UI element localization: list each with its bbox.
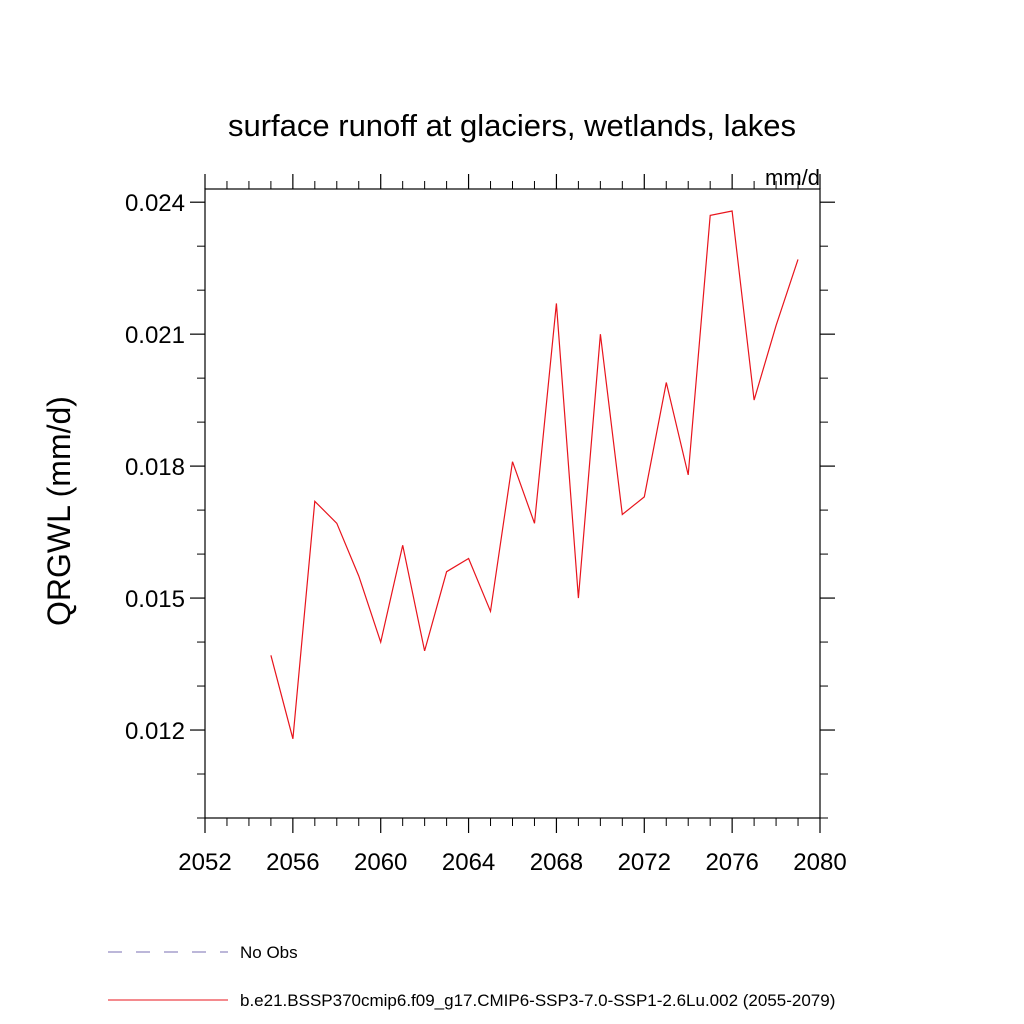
y-tick-label: 0.012 — [125, 718, 185, 745]
x-tick-label: 2064 — [442, 849, 495, 876]
x-tick-label: 2072 — [618, 849, 671, 876]
y-tick-label: 0.024 — [125, 190, 185, 217]
y-axis-label: QRGWL (mm/d) — [41, 396, 77, 626]
legend-label-1: b.e21.BSSP370cmip6.f09_g17.CMIP6-SSP3-7.… — [240, 991, 835, 1010]
x-tick-label: 2060 — [354, 849, 407, 876]
units-label: mm/d — [765, 165, 820, 190]
y-tick-label: 0.021 — [125, 322, 185, 349]
x-tick-label: 2056 — [266, 849, 319, 876]
x-tick-label: 2052 — [178, 849, 231, 876]
series-line-1 — [270, 210, 799, 739]
x-tick-label: 2076 — [705, 849, 758, 876]
chart-title: surface runoff at glaciers, wetlands, la… — [228, 108, 796, 143]
y-tick-label: 0.018 — [125, 454, 185, 481]
x-tick-label: 2080 — [793, 849, 846, 876]
legend: No Obs b.e21.BSSP370cmip6.f09_g17.CMIP6-S… — [108, 943, 835, 1010]
axis-ticks: 2052 2056 2060 2064 2068 2072 2076 2080 0.012 0.0… — [125, 174, 847, 876]
legend-label-0: No Obs — [240, 943, 298, 962]
data-series — [270, 210, 799, 739]
plot-frame — [204, 188, 821, 819]
y-tick-label: 0.015 — [125, 586, 185, 613]
x-tick-label: 2068 — [530, 849, 583, 876]
